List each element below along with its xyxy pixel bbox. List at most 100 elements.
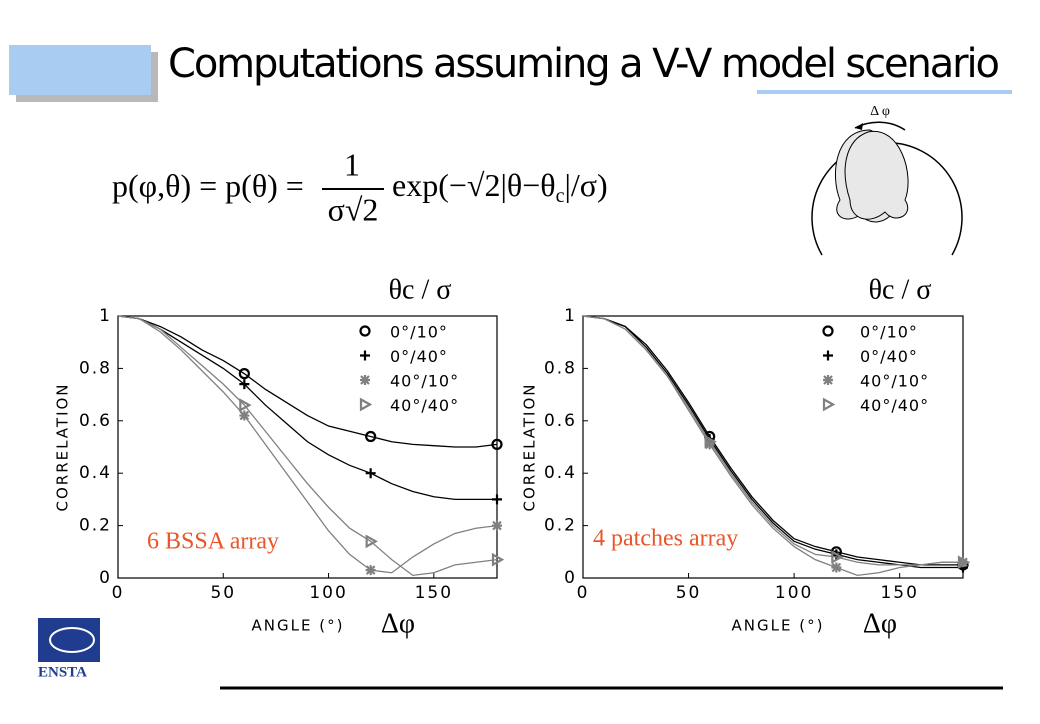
x-axis-label: ANGLE (°) [252,617,345,635]
marker [239,379,250,390]
legend-label: 40°/10° [860,372,929,391]
series-line [117,315,497,501]
marker [822,325,834,337]
marker-triangle [831,550,844,564]
legend-label: 40°/40° [860,396,929,415]
x-tick-label: 50 [210,583,236,603]
legend-label: 0°/40° [390,347,448,366]
marker [491,438,503,450]
marker-star [831,562,842,573]
marker-circle [359,325,371,337]
y-tick-label: 0.4 [544,463,577,483]
x-tick-label: 0 [112,583,125,603]
marker [823,375,833,385]
y-axis-label: CORRELATION [521,382,539,511]
marker [359,325,371,337]
annotation: 6 BSSA array [147,529,279,555]
legend-label: 0°/10° [860,323,918,342]
y-tick-label: 0.6 [79,411,112,431]
formula-denominator: σ√2 [328,191,379,227]
x-axis-symbol: Δφ [863,608,897,639]
y-tick-label: 0 [564,568,577,588]
marker [823,350,833,361]
marker-star [365,565,376,576]
formula-numerator: 1 [344,146,360,182]
formula-exp-b: |/σ) [564,167,607,203]
marker [239,398,252,412]
formula-lhs: p(φ,θ) = p(θ) = [112,167,304,203]
y-tick-label: 0.6 [544,411,577,431]
marker [365,534,378,549]
legend-label: 0°/40° [860,347,918,366]
marker [238,368,250,380]
x-tick-label: 150 [415,583,453,603]
slide-title: Computations assuming a V-V model scenar… [168,41,1000,87]
marker-plus [360,350,370,361]
marker-plus [365,468,376,479]
y-tick-label: 1 [99,306,112,326]
y-axis-label: CORRELATION [54,382,72,511]
legend-title: θc / σ [869,274,932,305]
marker [704,434,717,449]
marker [365,468,376,479]
series-line [582,315,963,566]
series-line [117,315,498,448]
y-tick-label: 0.2 [544,516,577,536]
marker-circle [491,438,503,450]
marker-circle [238,368,250,380]
legend-label: 40°/10° [390,372,459,391]
legend-title: θc / σ [389,274,452,305]
series-line [117,315,498,574]
logo-ring [49,627,95,653]
marker-star [239,410,250,421]
y-tick-label: 0.4 [79,463,112,483]
marker [360,375,370,385]
marker [239,410,250,421]
arrow-head [855,123,863,130]
marker-star [823,375,833,385]
x-tick-label: 150 [880,583,918,603]
pattern-diagram: Δ φ [811,104,963,256]
legend-label: 0°/10° [390,323,448,342]
marker-plus [239,379,250,390]
logo-text: ENSTA [38,664,87,680]
title-decoration [9,45,151,95]
marker-triangle [704,434,717,449]
marker [957,555,971,570]
marker [831,550,844,564]
x-axis-symbol: Δφ [381,608,415,639]
marker [492,494,502,505]
y-tick-label: 0.2 [79,516,112,536]
x-axis-label: ANGLE (°) [732,617,825,635]
y-tick-label: 0.8 [79,358,112,378]
marker-star [360,375,370,385]
marker-circle [365,430,377,443]
marker [491,552,505,567]
marker [359,397,373,412]
x-tick-label: 50 [676,583,702,603]
lobe [844,130,909,220]
marker-triangle [365,534,378,549]
marker-triangle [491,552,505,567]
formula-exp-sub: c [556,185,565,207]
marker-star [492,520,502,531]
x-tick-label: 100 [775,583,813,603]
formula-exp-a: exp(−√2|θ−θ [392,167,556,203]
y-tick-label: 0 [99,568,112,588]
y-tick-label: 0.8 [544,358,577,378]
diagram-label: Δ φ [870,104,890,119]
marker [365,565,376,576]
marker-triangle [359,397,373,412]
annotation: 4 patches array [593,526,738,552]
y-tick-label: 1 [564,306,577,326]
legend-label: 40°/40° [390,396,459,415]
marker [365,430,377,443]
marker [360,350,370,361]
marker-triangle [957,555,971,570]
plot-frame [582,315,964,579]
x-tick-label: 0 [577,583,590,603]
marker-plus [492,494,502,505]
logo-mark [38,618,100,662]
